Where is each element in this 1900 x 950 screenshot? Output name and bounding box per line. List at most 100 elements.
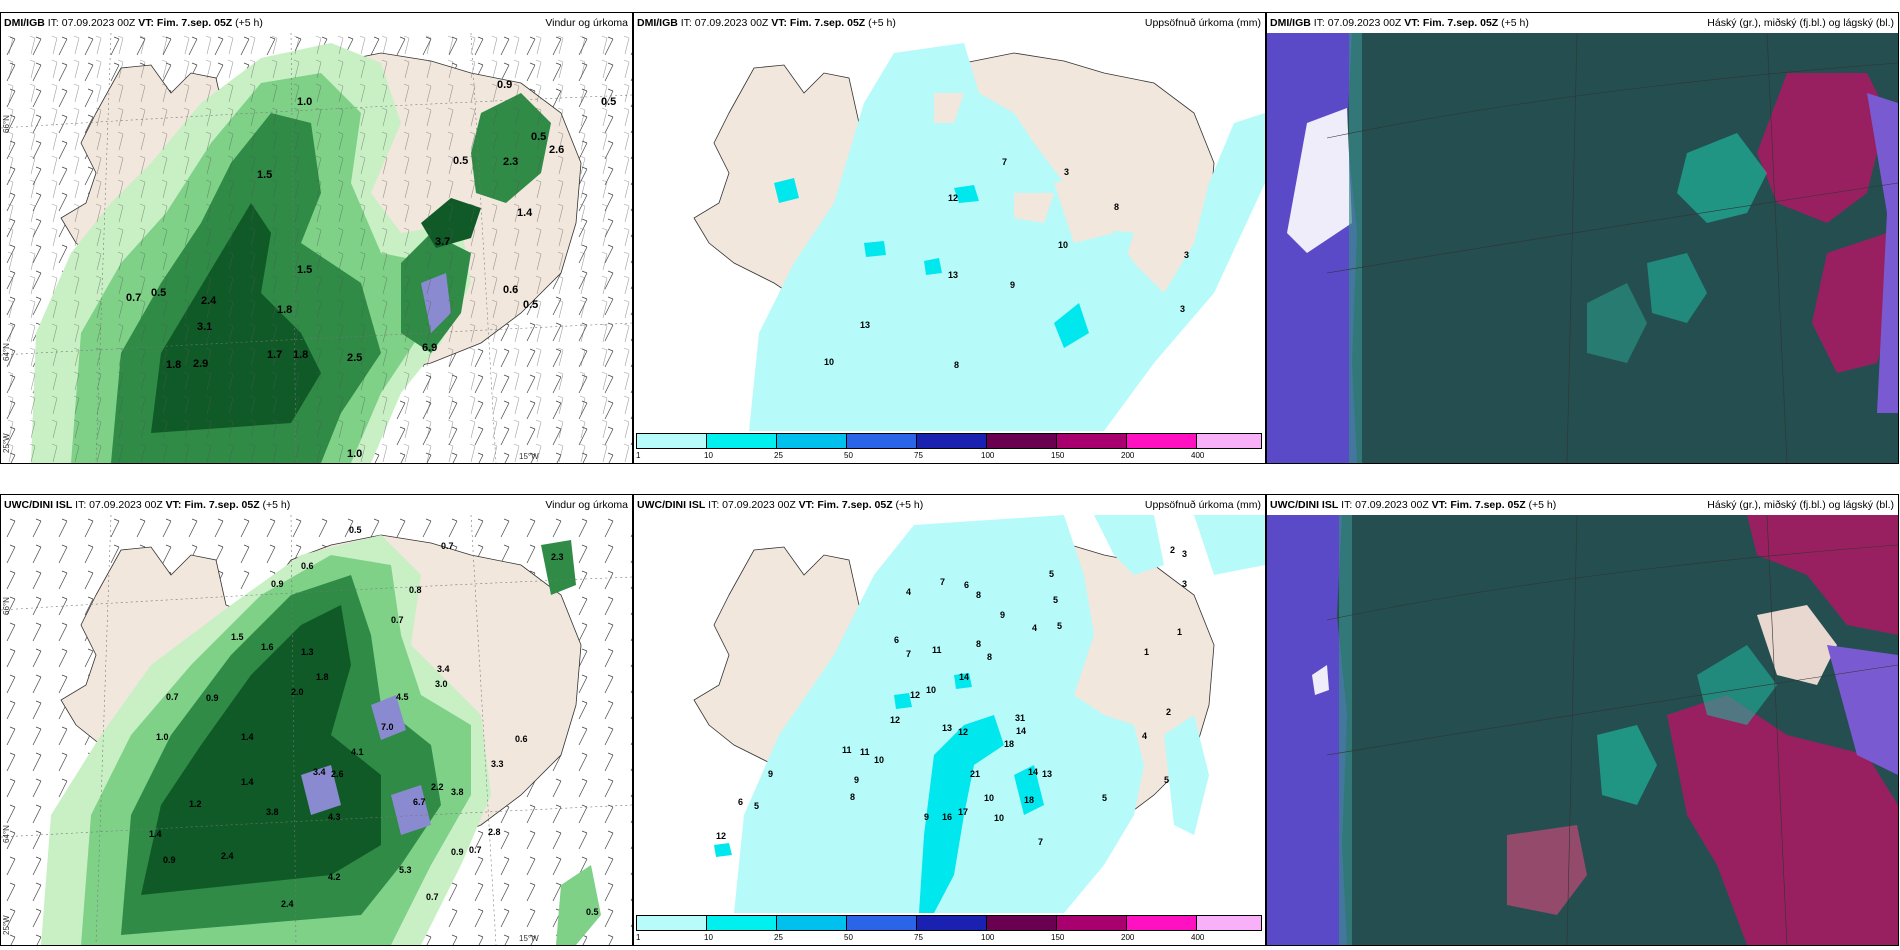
lat-label: 64°N xyxy=(2,825,11,843)
value-label: 3 xyxy=(1184,250,1189,260)
value-label: 6 xyxy=(738,797,743,807)
map-panel-dmi-accum-precip: DMI/IGB IT: 07.09.2023 00Z VT: Fim. 7.se… xyxy=(633,12,1266,464)
value-label: 2.6 xyxy=(331,769,344,779)
colorbar-tick: 400 xyxy=(1191,451,1205,460)
colorbar-tick: 50 xyxy=(844,451,853,460)
value-label: 1 xyxy=(1177,627,1182,637)
value-label: 0.9 xyxy=(497,79,512,91)
value-label: 13 xyxy=(1042,769,1052,779)
panel-header: DMI/IGB IT: 07.09.2023 00Z VT: Fim. 7.se… xyxy=(1267,13,1898,33)
value-label: 10 xyxy=(824,357,834,367)
colorbar-swatch xyxy=(636,915,706,931)
value-label: 2.4 xyxy=(221,851,234,861)
model-name: UWC/DINI ISL xyxy=(1270,499,1339,511)
value-label: 0.7 xyxy=(426,892,439,902)
colorbar-tick: 150 xyxy=(1051,933,1065,942)
cloud-map xyxy=(1267,515,1898,945)
lead-time: (+5 h) xyxy=(235,17,263,29)
value-label: 9 xyxy=(854,775,859,785)
value-label: 0.7 xyxy=(441,541,454,551)
value-label: 10 xyxy=(1058,240,1068,250)
value-label: 4.5 xyxy=(396,692,409,702)
value-label: 10 xyxy=(984,793,994,803)
value-label: 2.4 xyxy=(281,899,294,909)
value-label: 2.5 xyxy=(347,352,362,364)
value-label: 1.4 xyxy=(149,829,162,839)
value-label: 12 xyxy=(716,831,726,841)
value-label: 2 xyxy=(1170,545,1175,555)
accum-precip-map: 7 3 8 12 10 13 13 10 8 3 3 9 xyxy=(634,33,1265,431)
map-panel-uwc-cloud: UWC/DINI ISL IT: 07.09.2023 00Z VT: Fim.… xyxy=(1266,494,1899,946)
field-title: Vindur og úrkoma xyxy=(545,17,628,29)
value-label: 0.7 xyxy=(469,845,482,855)
colorbar-tick: 10 xyxy=(704,451,713,460)
value-label: 1.2 xyxy=(189,799,202,809)
valid-time: VT: Fim. 7.sep. 05Z xyxy=(165,499,260,511)
value-label: 1.8 xyxy=(316,672,329,682)
panel-header: DMI/IGB IT: 07.09.2023 00Z VT: Fim. 7.se… xyxy=(634,13,1265,33)
field-title: Vindur og úrkoma xyxy=(545,499,628,511)
value-label: 11 xyxy=(842,745,852,755)
lead-time: (+5 h) xyxy=(262,499,291,511)
value-label: 1.4 xyxy=(241,732,254,742)
value-label: 2.9 xyxy=(193,358,208,370)
value-label: 12 xyxy=(910,690,920,700)
value-label: 17 xyxy=(958,807,968,817)
value-label: 6.9 xyxy=(422,342,437,354)
value-label: 3.4 xyxy=(437,664,450,674)
value-label: 2.4 xyxy=(201,295,217,307)
colorbar-tick: 50 xyxy=(844,933,853,942)
colorbar-tick: 25 xyxy=(774,933,783,942)
value-label: 8 xyxy=(954,360,959,370)
map-panel-uwc-wind-precip: UWC/DINI ISL IT: 07.09.2023 00Z VT: Fim.… xyxy=(0,494,633,946)
value-label: 8 xyxy=(1114,202,1119,212)
colorbar-swatch xyxy=(1126,915,1196,931)
value-label: 0.5 xyxy=(523,299,538,311)
value-label: 14 xyxy=(1016,726,1026,736)
value-label: 2.2 xyxy=(431,782,444,792)
edge-labels: 66°N 64°N 25°W 15°W xyxy=(2,597,539,943)
init-time: IT: 07.09.2023 00Z xyxy=(1313,17,1402,29)
colorbar-tick: 400 xyxy=(1191,933,1205,942)
value-label: 3.0 xyxy=(435,679,448,689)
value-label: 0.5 xyxy=(601,96,616,108)
colorbar-swatch xyxy=(776,433,846,449)
graticule xyxy=(1,515,632,945)
colorbar: 1 10 25 50 75 100 150 200 400 xyxy=(634,913,1265,945)
value-label: 10 xyxy=(926,685,936,695)
value-label: 1.8 xyxy=(277,304,292,316)
value-label: 13 xyxy=(860,320,870,330)
colorbar-tick: 200 xyxy=(1121,451,1135,460)
init-time: IT: 07.09.2023 00Z xyxy=(680,17,769,29)
value-label: 5 xyxy=(1057,621,1062,631)
value-label: 1.8 xyxy=(166,359,181,371)
value-label: 3 xyxy=(1180,304,1185,314)
high-cloud xyxy=(1587,73,1898,413)
value-label: 3 xyxy=(1064,167,1069,177)
colorbar-tick: 200 xyxy=(1121,933,1135,942)
value-label: 0.5 xyxy=(531,131,546,143)
value-label: 1.4 xyxy=(241,777,254,787)
value-label: 7 xyxy=(940,577,945,587)
value-label: 0.9 xyxy=(163,855,176,865)
value-label: 1 xyxy=(1144,647,1149,657)
accum-field xyxy=(714,515,1265,913)
value-label: 1.0 xyxy=(156,732,169,742)
value-label: 8 xyxy=(987,652,992,662)
accum-field xyxy=(749,43,1265,431)
value-label: 11 xyxy=(860,747,870,757)
colorbar-tick: 10 xyxy=(704,933,713,942)
precip-field xyxy=(41,535,601,945)
valid-time: VT: Fim. 7.sep. 05Z xyxy=(771,17,866,29)
value-label: 0.9 xyxy=(206,693,219,703)
panel-header: UWC/DINI ISL IT: 07.09.2023 00Z VT: Fim.… xyxy=(1267,495,1898,515)
colorbar-tick: 75 xyxy=(914,933,923,942)
value-label: 1.6 xyxy=(261,642,274,652)
field-title: Háský (gr.), miðský (fj.bl.) og lágský (… xyxy=(1707,499,1894,511)
value-label: 5 xyxy=(1049,569,1054,579)
panel-header: UWC/DINI ISL IT: 07.09.2023 00Z VT: Fim.… xyxy=(1,495,632,515)
colorbar-swatch xyxy=(1056,433,1126,449)
value-label: 8 xyxy=(850,792,855,802)
value-label: 11 xyxy=(932,645,942,655)
value-label: 2.3 xyxy=(551,552,564,562)
